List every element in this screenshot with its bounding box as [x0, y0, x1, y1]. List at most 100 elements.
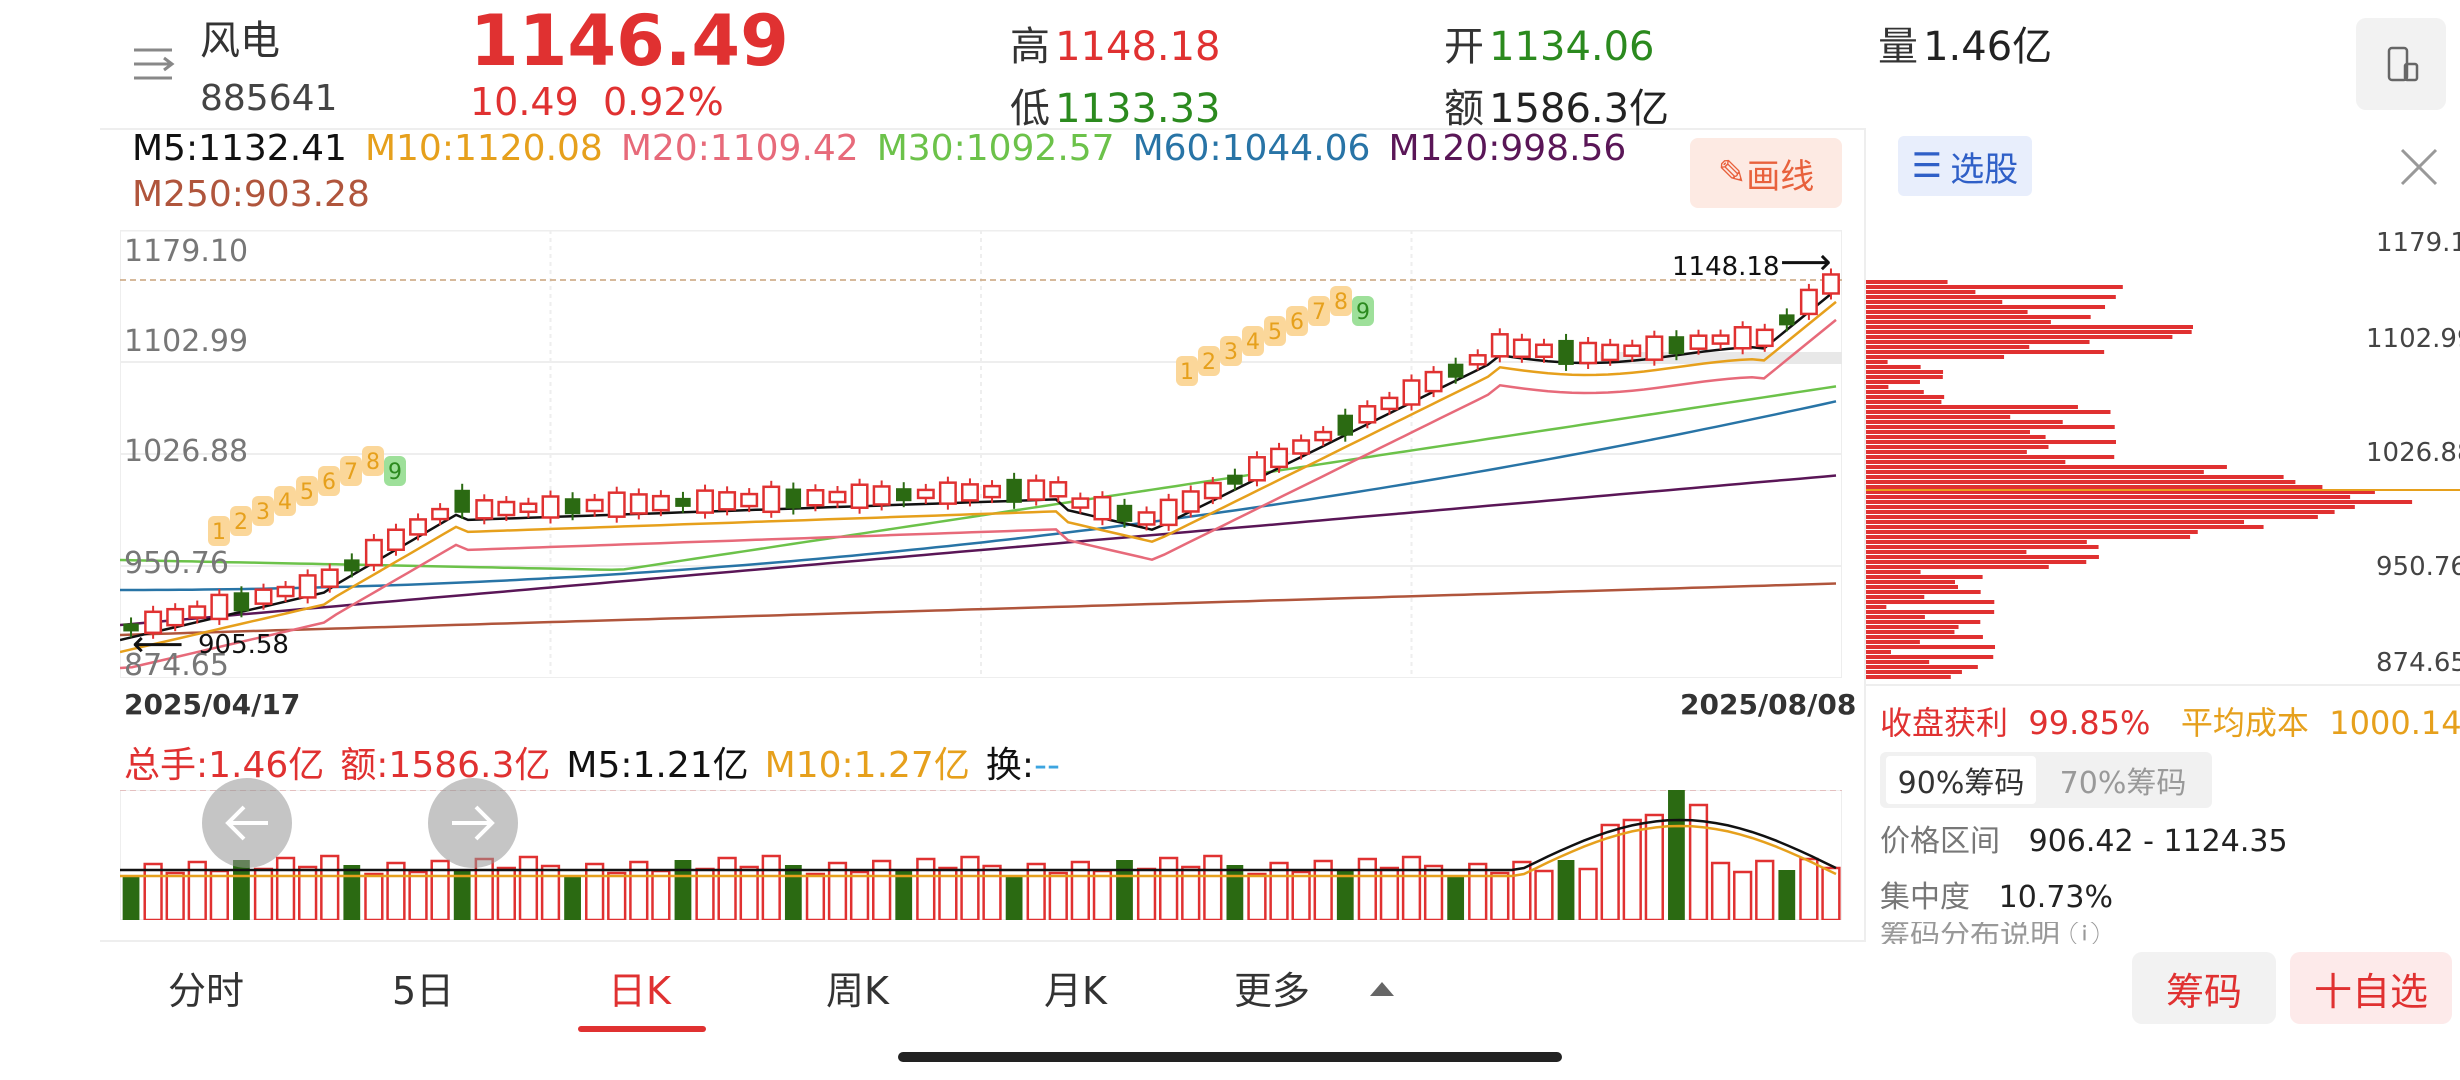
- chip-bar: [1866, 630, 1955, 634]
- candle: [1468, 354, 1487, 366]
- tab-monthly-k[interactable]: 月K: [1044, 969, 1107, 1013]
- add-watchlist-button[interactable]: 十自选: [2290, 952, 2452, 1024]
- candle: [1512, 338, 1531, 359]
- price-axis-label: 874.65: [124, 648, 229, 683]
- candle: [1447, 363, 1464, 378]
- chip-tabs: 90%筹码 70%筹码: [1880, 752, 2212, 808]
- td-marker-bg: [296, 476, 318, 506]
- tab-chip-90[interactable]: 90%筹码: [1886, 756, 2036, 804]
- caret-up-icon[interactable]: [1370, 982, 1394, 996]
- td-count-label: 7: [344, 460, 358, 485]
- chip-bar: [1866, 640, 1920, 644]
- candle: [1424, 370, 1443, 393]
- tab-chip-70[interactable]: 70%筹码: [2059, 766, 2187, 801]
- td-count-label: 3: [1224, 340, 1238, 365]
- volume-bar: [895, 870, 913, 920]
- volume-bar: [1226, 865, 1244, 920]
- chip-axis-label: 1179.1: [2376, 228, 2460, 258]
- volume-bar: [1490, 871, 1510, 920]
- tab-daily-k[interactable]: 日K: [608, 969, 671, 1013]
- chip-axis-label: 1102.99: [2366, 324, 2460, 354]
- chip-bar: [1866, 425, 2115, 429]
- ma-line: [120, 288, 1837, 642]
- candle: [916, 488, 935, 500]
- volume-chart[interactable]: [120, 790, 1842, 920]
- chip-bar: [1866, 590, 1981, 594]
- volume-bar: [938, 866, 958, 920]
- td-count-label: 9: [388, 460, 402, 485]
- candle: [1668, 336, 1685, 355]
- candle: [1821, 273, 1840, 295]
- volume-bar: [540, 864, 561, 920]
- volume-bar: [275, 856, 296, 920]
- candle: [629, 493, 648, 515]
- volume-bar: [1203, 854, 1223, 920]
- volume-legend: 总手:1.46亿 额:1586.3亿 M5:1.21亿 M10:1.27亿 换:--: [124, 745, 1060, 786]
- candle: [1116, 504, 1133, 522]
- chip-bar: [1866, 405, 2078, 409]
- close-icon[interactable]: [2396, 144, 2442, 190]
- stock-code: 885641: [200, 78, 338, 119]
- candle: [320, 568, 339, 588]
- candle: [1006, 478, 1022, 503]
- candle: [785, 488, 802, 509]
- chip-bar: [1866, 355, 2005, 359]
- scroll-left-button[interactable]: [202, 778, 292, 868]
- chip-bar: [1866, 335, 2173, 339]
- ma250-legend: M250:903.28: [132, 174, 370, 215]
- candle: [276, 585, 295, 598]
- chip-bar: [1866, 440, 2116, 444]
- candle: [696, 489, 715, 514]
- candle: [872, 485, 891, 506]
- device-rotate-button[interactable]: [2356, 18, 2446, 110]
- stock-picker-button[interactable]: ☰ 选股: [1898, 136, 2032, 196]
- td-marker-bg: [208, 516, 230, 546]
- volume-bar: [518, 855, 539, 920]
- td-marker-bg: [1308, 296, 1330, 326]
- menu-icon[interactable]: [132, 44, 178, 84]
- chip-bar: [1866, 595, 1925, 599]
- draw-line-button[interactable]: ✎ 画线: [1690, 138, 1842, 208]
- scroll-right-button[interactable]: [428, 778, 518, 868]
- end-date: 2025/08/08: [1680, 688, 1857, 721]
- volume-bar: [1159, 856, 1179, 920]
- chip-bar: [1866, 620, 1981, 624]
- tab-intraday[interactable]: 分时: [168, 969, 245, 1013]
- chip-bar: [1866, 380, 1920, 384]
- candle: [123, 623, 139, 632]
- candle: [762, 485, 781, 514]
- chips-button[interactable]: 筹码: [2132, 952, 2276, 1024]
- chip-bar: [1866, 300, 2003, 304]
- tab-weekly-k[interactable]: 周K: [826, 969, 889, 1013]
- candle: [1203, 481, 1222, 500]
- candle: [1645, 335, 1664, 361]
- candle: [1490, 333, 1509, 358]
- volume-bar: [1512, 860, 1532, 920]
- volume-bar: [1668, 790, 1685, 920]
- candle: [409, 518, 428, 536]
- price-axis-label: 1179.10: [124, 234, 249, 269]
- volume-bar: [1247, 872, 1267, 920]
- chip-bar: [1866, 420, 2063, 424]
- chip-bar: [1866, 525, 2264, 529]
- candle: [607, 491, 626, 518]
- chip-bar: [1866, 305, 2106, 309]
- candle: [806, 489, 825, 507]
- candle: [1711, 334, 1730, 345]
- volume-bar: [1600, 823, 1620, 920]
- chip-bar: [1866, 445, 2049, 449]
- volume-bar: [982, 864, 1002, 920]
- candle: [1755, 328, 1774, 348]
- candle: [1623, 344, 1642, 357]
- candle: [938, 481, 957, 505]
- ma-legend: M5:1132.41 M10:1120.08 M20:1109.42 M30:1092…: [132, 128, 1627, 169]
- chip-explain-link[interactable]: 筹码分布说明 ⓘ: [1880, 922, 2100, 944]
- tab-more[interactable]: 更多: [1234, 969, 1311, 1013]
- candle: [298, 574, 317, 599]
- tab-5day[interactable]: 5日: [392, 969, 455, 1013]
- candlestick-chart[interactable]: 1 2 3 4 5 6 7 8 91 2 3 4 5 6 7 8 9: [120, 230, 1842, 678]
- chip-bar: [1866, 390, 1924, 394]
- ma-line: [120, 400, 1837, 592]
- chip-bar: [1866, 660, 1930, 664]
- candle: [564, 498, 581, 515]
